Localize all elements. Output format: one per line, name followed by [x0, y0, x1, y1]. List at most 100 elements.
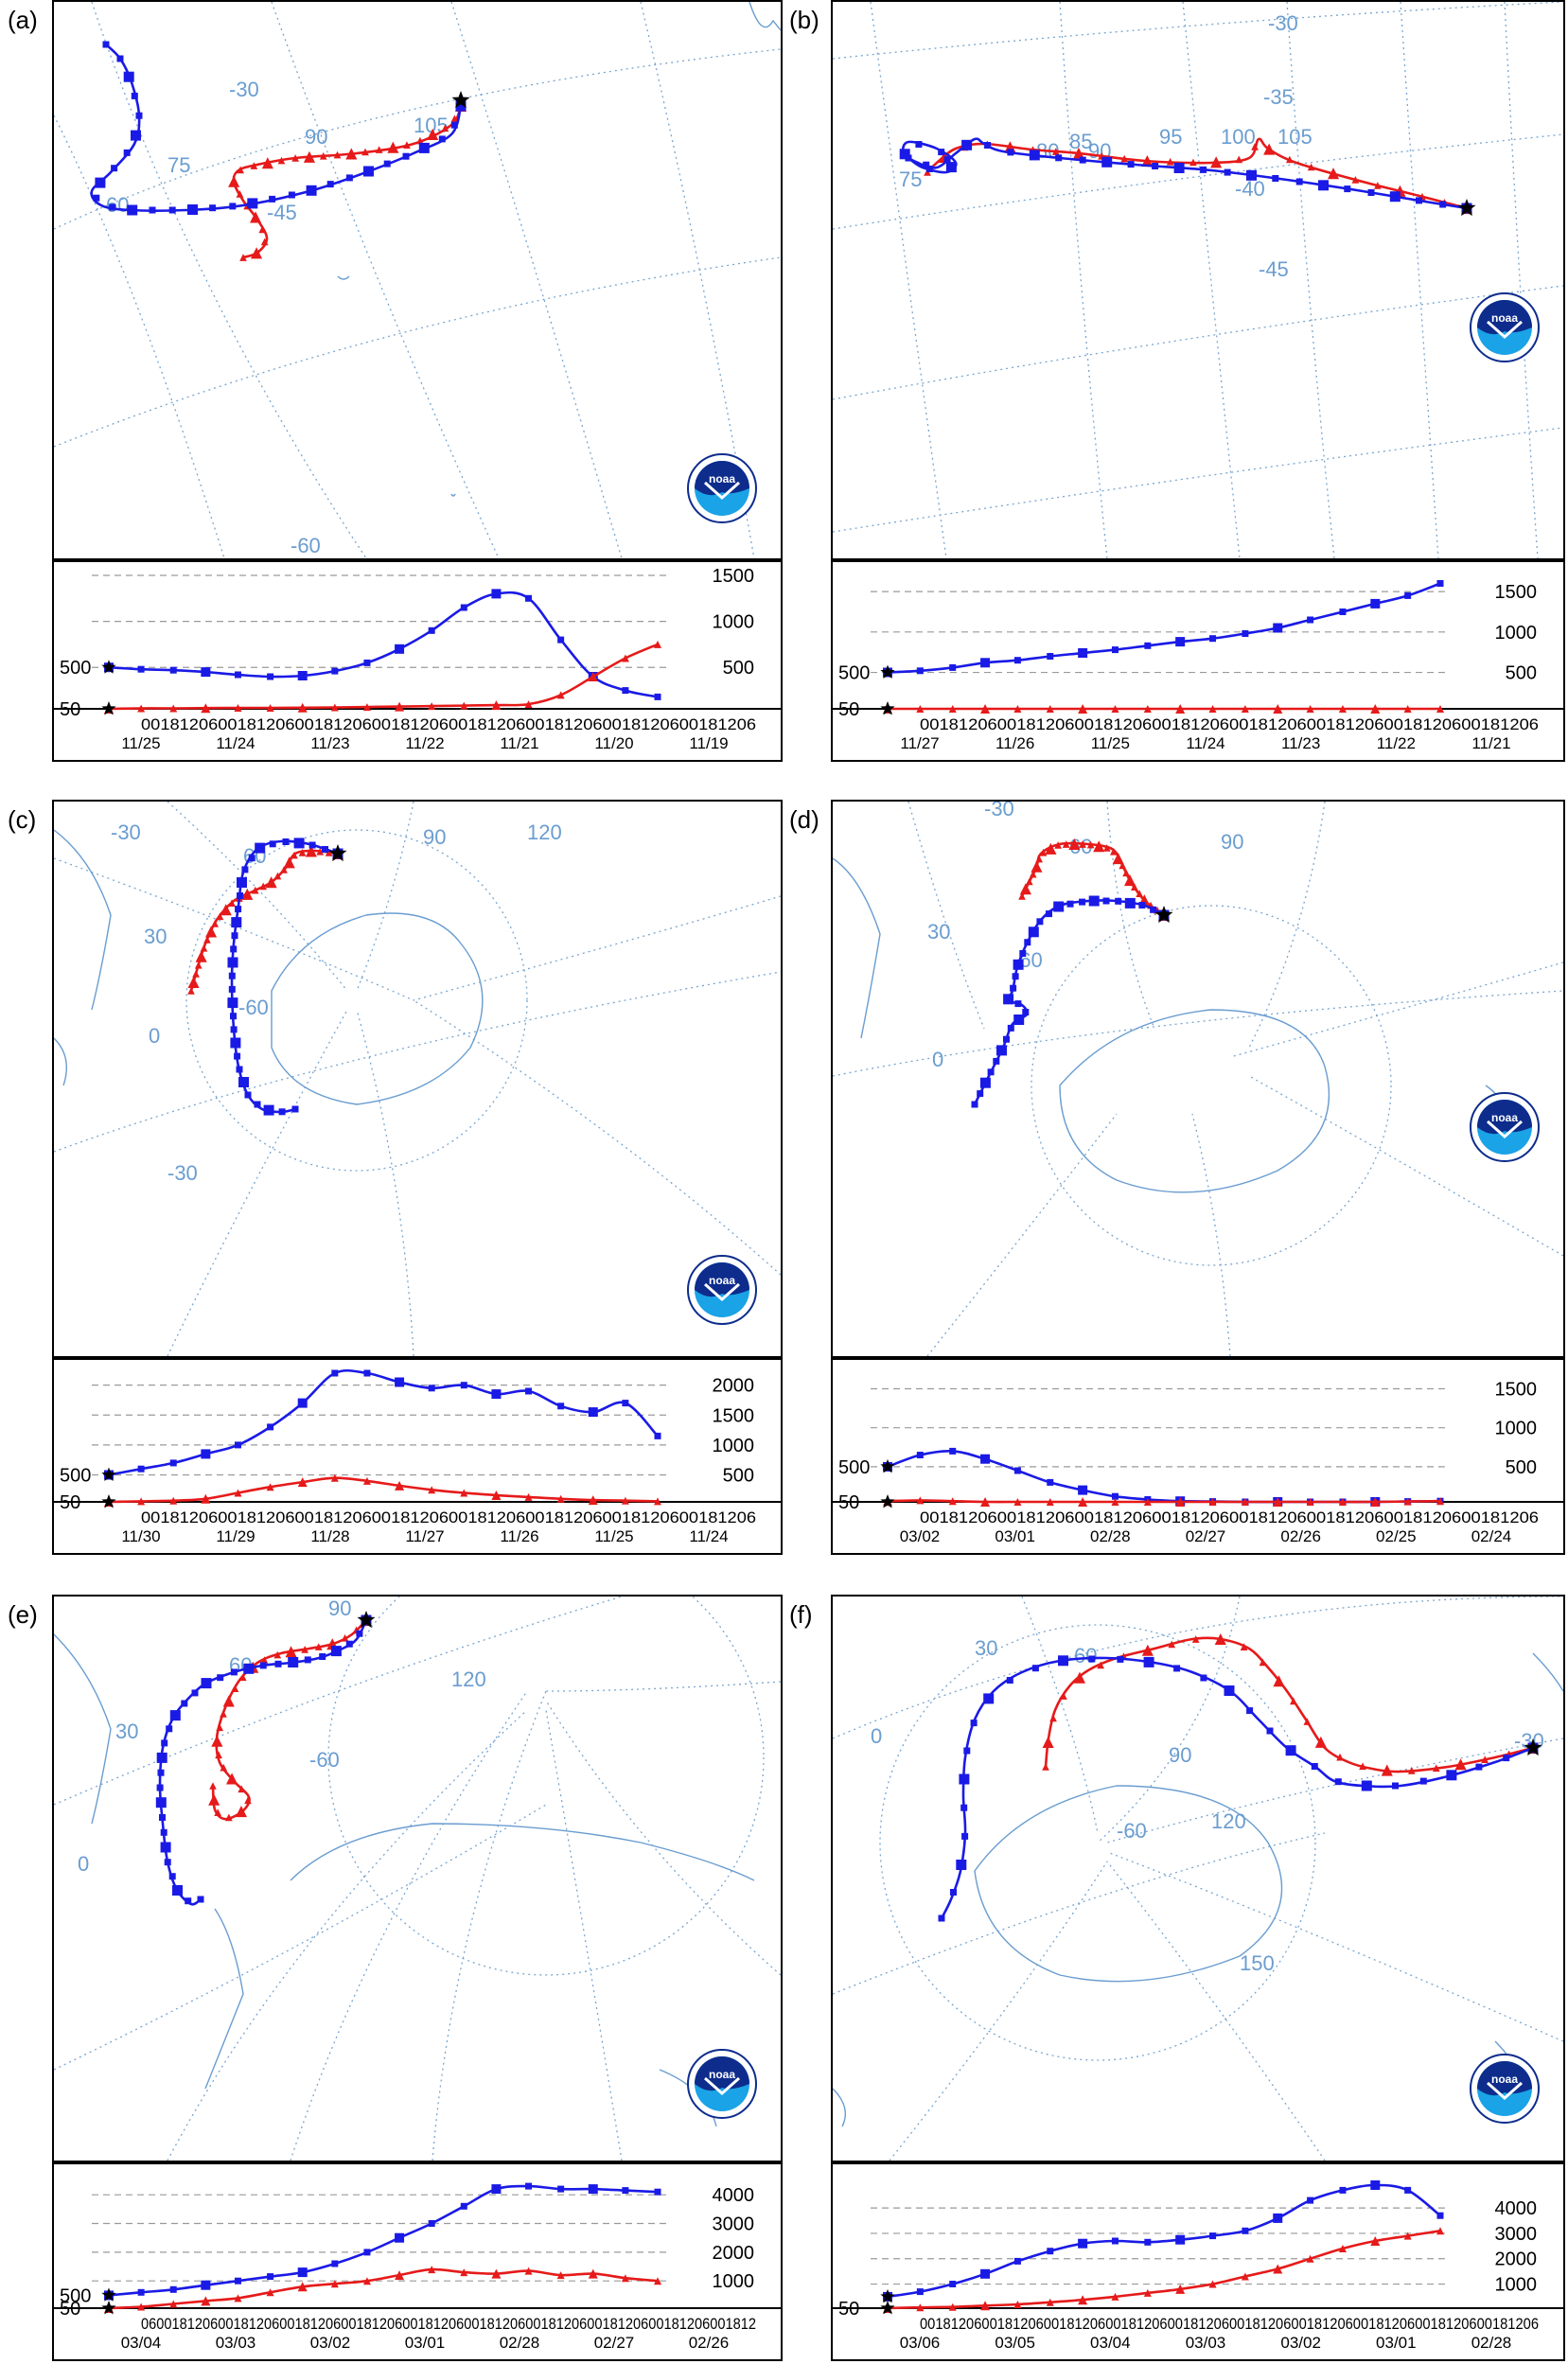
red-height-marker	[1306, 1498, 1314, 1506]
red-trajectory-marker	[325, 849, 333, 856]
blue-trajectory-line	[901, 137, 1468, 210]
graticule-line	[833, 990, 1563, 1077]
red-trajectory-marker	[260, 1656, 269, 1664]
red-trajectory-marker	[238, 1673, 247, 1682]
blue-height-marker	[1013, 1467, 1021, 1474]
graticule-line	[450, 2, 623, 558]
grid-label: -60	[238, 996, 269, 1019]
blue-height-marker	[1047, 2248, 1054, 2255]
red-trajectory-marker	[1351, 176, 1360, 184]
panel-label: (d)	[789, 805, 819, 834]
grid-label: 100	[1221, 125, 1256, 149]
blue-trajectory-marker	[1295, 178, 1303, 185]
graticule-line	[1191, 1113, 1231, 1356]
coastline	[271, 912, 484, 1105]
red-trajectory-marker	[1141, 1644, 1154, 1656]
red-trajectory-marker	[1073, 1671, 1085, 1684]
graticule-line	[1400, 2, 1439, 558]
blue-trajectory-marker	[959, 1773, 970, 1785]
red-trajectory-marker	[277, 156, 286, 165]
blue-height-marker	[949, 2281, 957, 2287]
noaa-logo-icon: noaa	[687, 2049, 757, 2119]
red-trajectory-marker	[303, 150, 315, 163]
blue-height-marker	[331, 667, 339, 675]
blue-trajectory-marker	[1334, 1778, 1342, 1786]
red-height-marker	[428, 702, 436, 711]
blue-trajectory-marker	[1007, 149, 1014, 156]
blue-trajectory-marker	[248, 855, 255, 862]
blue-height-marker	[331, 2260, 339, 2267]
blue-trajectory-marker	[1150, 906, 1157, 913]
red-trajectory-marker	[244, 1796, 252, 1805]
blue-height-marker	[1175, 637, 1186, 647]
blue-trajectory-marker	[1224, 168, 1231, 176]
y-tick-right: 4000	[1495, 2198, 1538, 2219]
start-point-star-icon	[880, 2288, 895, 2303]
blue-height-marker	[1339, 2186, 1347, 2194]
red-height-marker	[1241, 2272, 1249, 2281]
red-height-marker	[395, 701, 405, 712]
coastline	[974, 1785, 1283, 1983]
red-height-marker	[1013, 1498, 1022, 1506]
red-trajectory-marker	[305, 845, 317, 857]
y-tick-left: 500	[60, 658, 91, 679]
red-trajectory-marker	[1060, 1692, 1067, 1700]
red-height-marker	[1436, 705, 1444, 713]
blue-trajectory-marker	[1361, 1780, 1372, 1791]
x-date-tick: 11/22	[1377, 734, 1416, 752]
blue-height-marker	[1144, 2238, 1152, 2246]
y-tick-right: 1500	[1495, 582, 1538, 603]
red-trajectory-marker	[441, 124, 449, 132]
red-height-marker	[1046, 2298, 1054, 2306]
red-trajectory-marker	[1120, 154, 1129, 163]
blue-trajectory-marker	[229, 203, 237, 210]
coastline	[1059, 1009, 1330, 1193]
blue-trajectory-marker	[1013, 1014, 1025, 1025]
red-trajectory-marker	[1122, 869, 1130, 877]
red-trajectory-marker	[1286, 155, 1294, 164]
blue-trajectory-marker	[326, 181, 334, 188]
blue-height-marker	[1242, 630, 1249, 637]
red-trajectory-marker	[1018, 892, 1026, 900]
graticule-line	[1106, 802, 1155, 1030]
graticule-line	[1021, 1597, 1099, 1834]
blue-height-marker	[491, 2184, 502, 2195]
red-height-marker	[1403, 705, 1412, 713]
y-tick-right: 2000	[713, 2243, 755, 2264]
blue-height-marker	[654, 2188, 661, 2196]
red-trajectory-marker	[387, 141, 399, 153]
blue-trajectory-marker	[1014, 1000, 1022, 1008]
y-tick-right: 1500	[1495, 1379, 1538, 1400]
grid-label: -30	[229, 78, 259, 101]
blue-trajectory-marker	[95, 177, 106, 188]
blue-trajectory-marker	[1058, 1655, 1068, 1667]
red-height-line	[108, 2267, 659, 2310]
blue-trajectory-marker	[1024, 939, 1031, 946]
blue-trajectory-marker	[1311, 1763, 1318, 1770]
height-profile-frame: 1500 1000 500 500 50 001812060018120600181206…	[831, 560, 1565, 762]
grid-label: -30	[984, 802, 1014, 820]
blue-trajectory-marker	[230, 1668, 238, 1676]
graticule-line	[413, 895, 781, 1001]
red-height-marker	[1338, 2245, 1347, 2252]
y-tick-right: 1000	[713, 612, 755, 633]
red-trajectory-marker	[1062, 840, 1070, 848]
y-tick-left: 50	[60, 699, 80, 720]
graticule-line	[432, 1690, 547, 2161]
grid-label: 0	[149, 1024, 160, 1048]
map-frame: 30 60 0 90 -30 -60 120 150 noaa	[831, 1595, 1565, 2162]
start-point-star-icon	[880, 1458, 895, 1473]
coastline	[749, 2, 781, 31]
blue-trajectory-marker	[244, 1091, 252, 1099]
panel-label: (b)	[789, 6, 819, 34]
red-trajectory-line	[189, 849, 339, 992]
blue-trajectory-marker	[961, 139, 973, 150]
red-height-marker	[1241, 1498, 1249, 1506]
x-date-tick: 03/01	[405, 2334, 446, 2352]
blue-trajectory-marker	[1003, 994, 1014, 1005]
red-trajectory-marker	[220, 904, 232, 916]
graticule-line	[1229, 961, 1563, 1058]
latitude-circle	[879, 1624, 1316, 2061]
start-point-star-icon	[101, 2301, 116, 2315]
